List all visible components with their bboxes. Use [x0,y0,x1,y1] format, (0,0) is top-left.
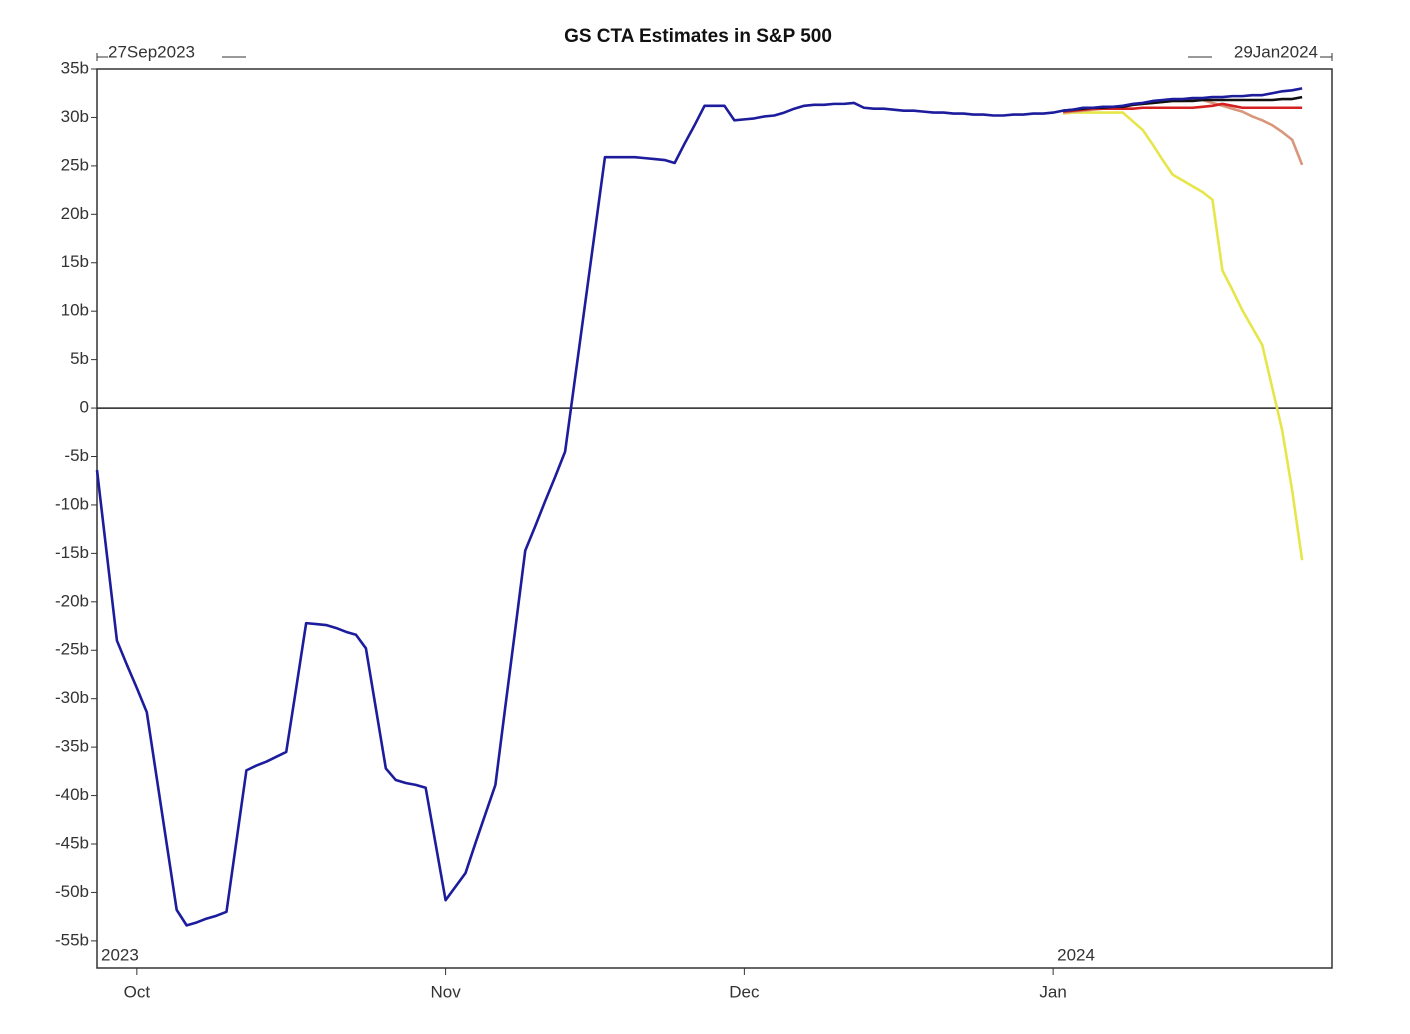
y-tick-label: -20b [55,591,89,610]
y-tick-label: -40b [55,785,89,804]
range-end-label: 29Jan2024 [1234,42,1318,61]
y-tick-label: -35b [55,737,89,756]
series-line [1062,111,1304,561]
y-tick-label: -25b [55,640,89,659]
y-tick-label: 30b [61,107,89,126]
y-tick-label: -50b [55,882,89,901]
y-tick-label: 5b [70,349,89,368]
y-tick-label: 0 [80,398,89,417]
year-label: 2023 [101,945,139,964]
y-tick-label: 20b [61,204,89,223]
chart-title: GS CTA Estimates in S&P 500 [564,26,832,47]
year-label: 2024 [1057,945,1095,964]
x-tick-label: Jan [1039,982,1066,1001]
plot-frame [96,68,1333,969]
range-start-label: 27Sep2023 [108,42,195,61]
y-tick-label: -10b [55,494,89,513]
y-tick-label: 25b [61,155,89,174]
y-tick-label: -15b [55,543,89,562]
y-tick-label: -45b [55,833,89,852]
y-tick-label: 10b [61,301,89,320]
x-tick-label: Oct [124,982,151,1001]
x-tick-label: Nov [430,982,461,1001]
x-tick-label: Dec [729,982,760,1001]
y-tick-label: -30b [55,688,89,707]
y-tick-label: 35b [61,58,89,77]
y-tick-label: -5b [64,446,89,465]
y-tick-label: -55b [55,930,89,949]
series-line [95,87,1303,927]
y-tick-label: 15b [61,252,89,271]
